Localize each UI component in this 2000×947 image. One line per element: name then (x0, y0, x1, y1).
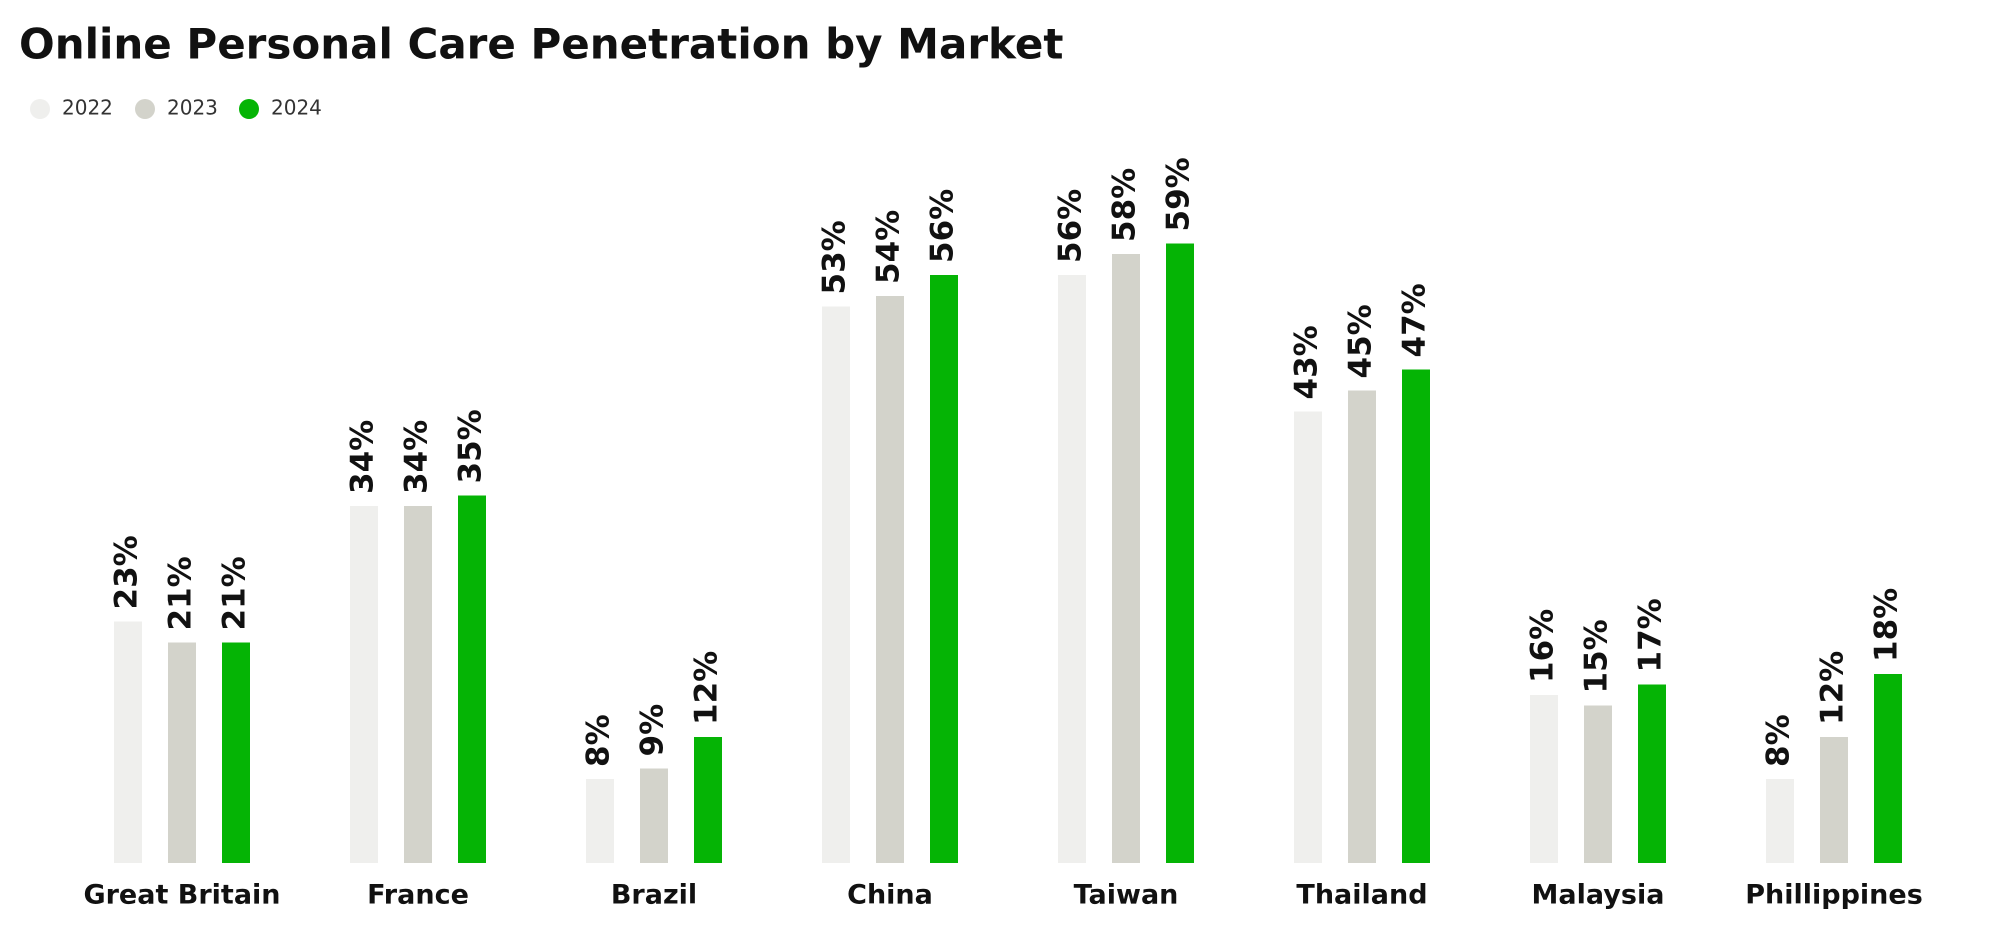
bar (640, 768, 668, 863)
value-label: 23% (109, 535, 145, 609)
x-tick-label: China (847, 880, 933, 911)
value-label: 35% (453, 409, 489, 483)
bar (1166, 243, 1194, 863)
value-label: 54% (871, 210, 907, 284)
x-tick-label: Thailand (1296, 880, 1427, 911)
legend-marker (30, 99, 50, 119)
bar (1820, 737, 1848, 863)
value-label: 8% (1761, 714, 1797, 767)
bar (1294, 411, 1322, 863)
value-label: 56% (1053, 189, 1089, 263)
value-label: 12% (689, 651, 725, 725)
value-label: 47% (1397, 283, 1433, 357)
bar (1058, 275, 1086, 863)
bar (930, 275, 958, 863)
x-tick-label: Taiwan (1074, 880, 1179, 911)
value-label: 15% (1579, 619, 1615, 693)
legend-label: 2024 (271, 96, 322, 120)
bar (694, 737, 722, 863)
bar (1530, 695, 1558, 863)
value-label: 43% (1289, 325, 1325, 399)
x-tick-label: Brazil (611, 880, 697, 911)
bar (1638, 684, 1666, 863)
chart-title: Online Personal Care Penetration by Mark… (19, 20, 1063, 69)
value-label: 59% (1161, 157, 1197, 231)
bar (1874, 674, 1902, 863)
value-label: 12% (1815, 651, 1851, 725)
value-label: 56% (925, 189, 961, 263)
value-label: 34% (399, 420, 435, 494)
value-label: 18% (1869, 588, 1905, 662)
bar (168, 642, 196, 863)
legend-marker (239, 99, 259, 119)
bar (1766, 779, 1794, 863)
value-label: 9% (635, 704, 671, 757)
x-tick-label: Great Britain (83, 880, 280, 911)
value-label: 58% (1107, 168, 1143, 242)
x-tick-label: France (367, 880, 469, 911)
value-label: 16% (1525, 609, 1561, 683)
value-label: 21% (217, 556, 253, 630)
bar (114, 621, 142, 863)
bar (1402, 369, 1430, 863)
legend-marker (135, 99, 155, 119)
legend-label: 2023 (167, 96, 218, 120)
value-label: 53% (817, 220, 853, 294)
bar (586, 779, 614, 863)
value-label: 21% (163, 556, 199, 630)
bar (822, 306, 850, 863)
value-label: 17% (1633, 598, 1669, 672)
bar (1584, 705, 1612, 863)
bar (876, 296, 904, 863)
bar (1112, 254, 1140, 863)
legend-label: 2022 (62, 96, 113, 120)
bar (1348, 390, 1376, 863)
bar (222, 642, 250, 863)
bar (350, 506, 378, 863)
bar (458, 495, 486, 863)
x-tick-label: Malaysia (1532, 880, 1665, 911)
value-label: 34% (345, 420, 381, 494)
value-label: 8% (581, 714, 617, 767)
value-label: 45% (1343, 304, 1379, 378)
bar (404, 506, 432, 863)
x-tick-label: Phillippines (1745, 880, 1923, 911)
